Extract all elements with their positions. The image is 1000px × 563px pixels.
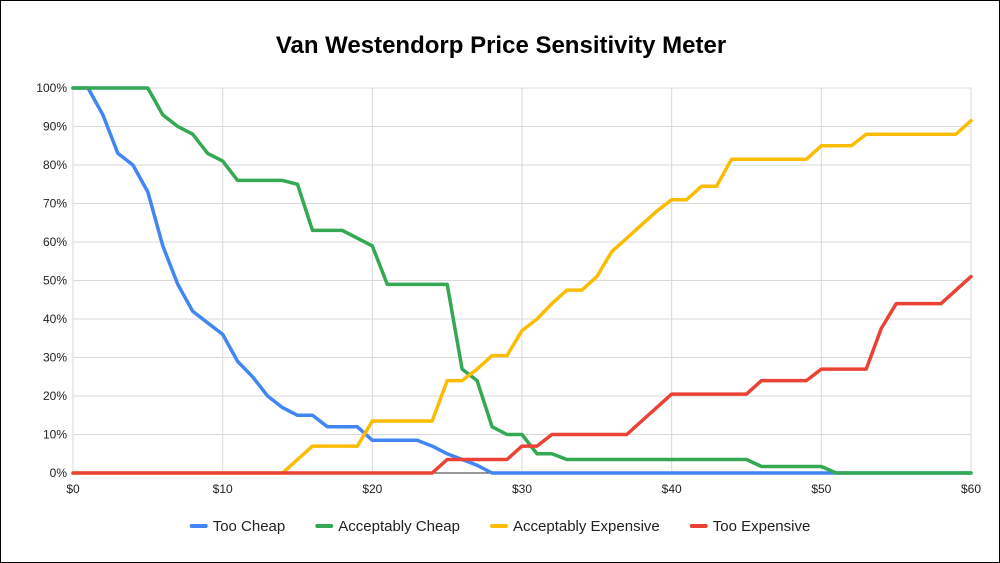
y-tick-label: 10% [43,428,67,442]
series-line-acceptably-cheap [71,86,973,475]
y-tick-label: 80% [43,158,67,172]
x-tick-label: $0 [66,482,80,496]
y-tick-label: 100% [36,81,67,95]
legend-label-acceptably-expensive: Acceptably Expensive [513,518,660,535]
legend-label-too-cheap: Too Cheap [213,518,286,535]
x-tick-label: $20 [362,482,382,496]
y-tick-label: 40% [43,312,67,326]
x-tick-label: $60 [961,482,981,496]
y-tick-label: 90% [43,120,67,134]
y-tick-label: 60% [43,235,67,249]
series-line-acceptably-expensive [71,118,973,475]
y-tick-label: 30% [43,351,67,365]
series-line-too-cheap [71,86,973,475]
y-tick-label: 70% [43,197,67,211]
legend-label-acceptably-cheap: Acceptably Cheap [338,518,460,535]
x-tick-label: $50 [811,482,831,496]
x-tick-label: $10 [213,482,233,496]
y-tick-label: 50% [43,274,67,288]
grid [72,87,972,474]
plot-area [71,86,973,475]
y-tick-label: 20% [43,389,67,403]
x-tick-label: $40 [662,482,682,496]
legend-label-too-expensive: Too Expensive [713,518,811,535]
axes: 0% 10% 20% 30% 40% 50% 60% 70% 80% 90% 100% $0 $10 $2… [36,81,981,496]
y-tick-label: 0% [50,466,68,480]
chart-title: Van Westendorp Price Sensitivity Meter [276,32,726,59]
series-line-too-expensive [71,274,973,475]
x-tick-label: $30 [512,482,532,496]
legend: Too Cheap Acceptably Cheap Acceptably Expe… [189,518,811,535]
